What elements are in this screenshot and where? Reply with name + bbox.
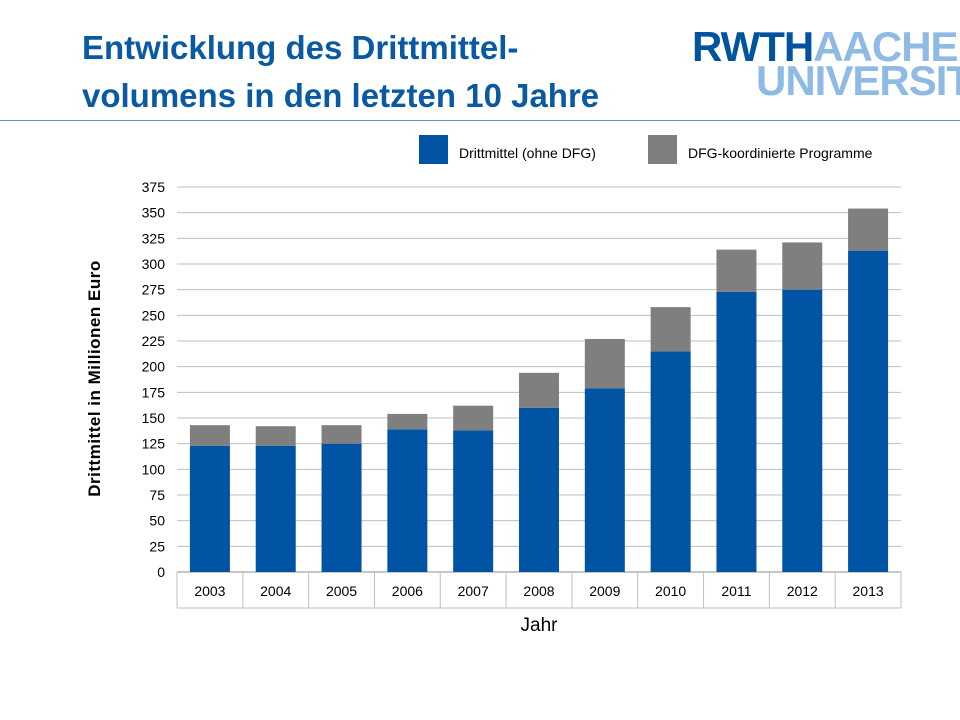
bar-segment-drittmittel <box>650 351 691 572</box>
bar-segment-dfg <box>189 425 230 446</box>
y-tick-label: 75 <box>149 487 165 503</box>
x-tick-label: 2005 <box>326 583 357 599</box>
bar-segment-dfg <box>387 413 428 430</box>
x-tick-label: 2006 <box>392 583 423 599</box>
bar-segment-drittmittel <box>519 407 559 572</box>
bar-segment-dfg <box>453 405 494 431</box>
x-tick-label: 2003 <box>194 583 225 599</box>
y-tick-label: 275 <box>142 282 166 298</box>
bar-segment-dfg <box>584 338 625 389</box>
logo-aachen-text: AACHEN <box>813 23 960 70</box>
y-tick-label: 225 <box>142 333 166 349</box>
y-tick-label: 0 <box>157 564 165 580</box>
x-tick-label: 2009 <box>589 583 620 599</box>
legend-swatch <box>419 135 448 164</box>
bar-segment-dfg <box>848 208 889 251</box>
bar-segment-dfg <box>255 426 296 446</box>
y-tick-label: 375 <box>142 179 166 195</box>
legend-swatch <box>648 135 677 164</box>
bar-segment-drittmittel <box>453 430 494 572</box>
y-tick-label: 150 <box>142 410 166 426</box>
bar-segment-drittmittel <box>716 291 757 572</box>
header-divider <box>0 120 960 121</box>
bar-segment-dfg <box>650 307 691 352</box>
rwth-logo: RWTHAACHEN UNIVERSITY <box>692 26 960 104</box>
x-tick-label: 2012 <box>787 583 818 599</box>
bar-segment-drittmittel <box>848 250 889 573</box>
x-tick-label: 2007 <box>458 583 489 599</box>
bar-segment-dfg <box>321 425 362 444</box>
bar-segment-dfg <box>782 242 823 290</box>
bar-segment-drittmittel <box>387 429 428 572</box>
y-tick-label: 50 <box>149 513 165 529</box>
y-tick-label: 300 <box>142 256 166 272</box>
x-tick-label: 2004 <box>260 583 291 599</box>
y-tick-label: 250 <box>142 307 166 323</box>
bar-segment-drittmittel <box>321 443 362 572</box>
logo-university-text: UNIVERSITY <box>756 57 960 104</box>
x-tick-label: 2011 <box>721 583 751 599</box>
logo-rwth-text: RWTH <box>692 23 814 70</box>
y-tick-label: 125 <box>142 436 166 452</box>
bar-segment-drittmittel <box>584 388 625 572</box>
x-tick-label: 2010 <box>655 583 686 599</box>
y-tick-label: 100 <box>142 461 166 477</box>
y-tick-label: 200 <box>142 359 166 375</box>
legend-label: Drittmittel (ohne DFG) <box>459 145 596 161</box>
bar-segment-dfg <box>716 249 757 292</box>
x-tick-label: 2013 <box>853 583 884 599</box>
slide-title-line-1: Entwicklung des Drittmittel- <box>82 29 519 66</box>
bar-segment-drittmittel <box>782 289 823 572</box>
slide-title-line-2: volumens in den letzten 10 Jahre <box>82 77 600 114</box>
x-tick-label: 2008 <box>523 583 554 599</box>
y-tick-label: 325 <box>142 230 166 246</box>
y-tick-label: 175 <box>142 384 166 400</box>
x-axis-title: Jahr <box>521 615 559 636</box>
y-axis-title: Drittmittel in Millionen Euro <box>85 260 104 496</box>
legend-label: DFG-koordinierte Programme <box>688 145 873 161</box>
slide-title: Entwicklung des Drittmittel- volumens in… <box>82 24 682 120</box>
y-tick-label: 25 <box>149 538 165 554</box>
bar-segment-drittmittel <box>255 445 296 572</box>
bar-segment-drittmittel <box>189 445 230 572</box>
bar-segment-dfg <box>519 372 559 408</box>
y-tick-label: 350 <box>142 205 166 221</box>
